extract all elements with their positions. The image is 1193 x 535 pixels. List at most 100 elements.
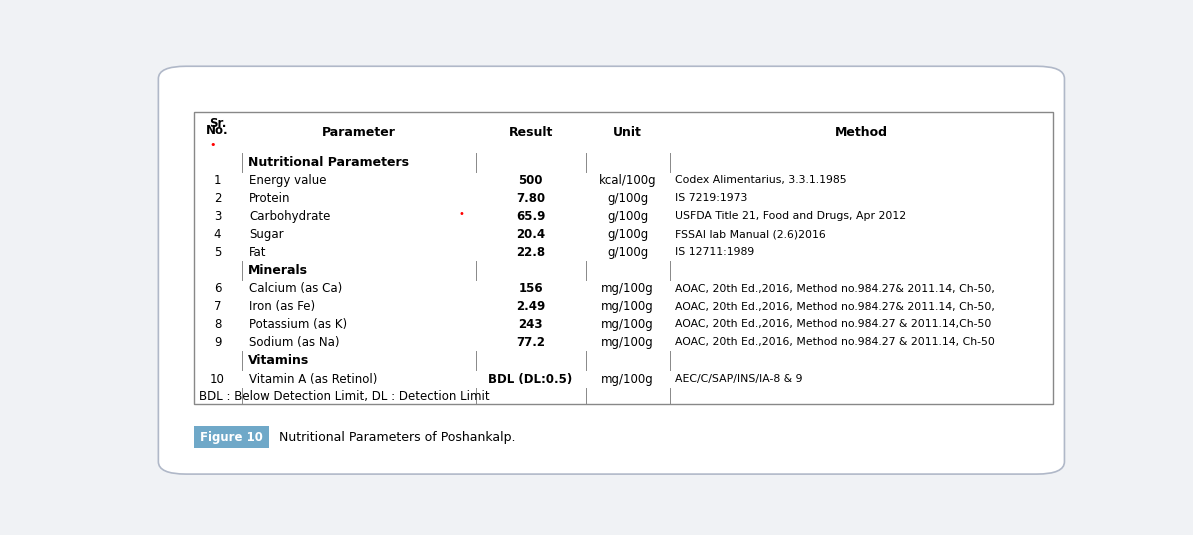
Bar	[669, 280, 1053, 297]
Bar	[476, 189, 586, 207]
Bar	[476, 243, 586, 261]
Bar	[476, 370, 586, 388]
Bar	[669, 225, 1053, 243]
Bar	[242, 189, 476, 207]
Text: 7: 7	[214, 300, 222, 313]
Text: g/100g: g/100g	[607, 192, 648, 205]
Text: mg/100g: mg/100g	[601, 372, 654, 386]
Bar	[586, 333, 669, 351]
Bar	[476, 297, 586, 316]
Text: Iron (as Fe): Iron (as Fe)	[249, 300, 315, 313]
Text: mg/100g: mg/100g	[601, 282, 654, 295]
Text: 500: 500	[518, 174, 543, 187]
Bar	[476, 333, 586, 351]
Text: 2.49: 2.49	[515, 300, 545, 313]
Bar	[669, 316, 1053, 333]
Bar	[193, 370, 242, 388]
Text: AOAC, 20th Ed.,2016, Method no.984.27& 2011.14, Ch-50,: AOAC, 20th Ed.,2016, Method no.984.27& 2…	[675, 284, 995, 294]
Bar	[242, 243, 476, 261]
Bar	[476, 172, 586, 189]
Text: Nutritional Parameters: Nutritional Parameters	[248, 156, 409, 169]
Text: Unit: Unit	[613, 126, 642, 139]
Text: BDL (DL:0.5): BDL (DL:0.5)	[488, 372, 573, 386]
Text: Codex Alimentarius, 3.3.1.1985: Codex Alimentarius, 3.3.1.1985	[675, 175, 847, 186]
Text: mg/100g: mg/100g	[601, 336, 654, 349]
Bar	[193, 225, 242, 243]
Bar	[586, 112, 669, 152]
Text: •: •	[210, 140, 216, 150]
Text: mg/100g: mg/100g	[601, 300, 654, 313]
Text: Sodium (as Na): Sodium (as Na)	[249, 336, 340, 349]
Bar	[586, 207, 669, 225]
Text: 5: 5	[214, 246, 221, 258]
Text: 65.9: 65.9	[515, 210, 545, 223]
Text: •: •	[458, 209, 464, 219]
Bar	[586, 370, 669, 388]
Bar	[193, 261, 1053, 280]
Text: Parameter: Parameter	[322, 126, 396, 139]
Bar	[193, 152, 1053, 172]
Bar	[586, 280, 669, 297]
Bar	[476, 207, 586, 225]
Bar	[193, 388, 1053, 404]
Bar	[242, 280, 476, 297]
Text: Potassium (as K): Potassium (as K)	[249, 318, 347, 331]
Text: IS 7219:1973: IS 7219:1973	[675, 193, 748, 203]
Text: 2: 2	[214, 192, 222, 205]
Text: AOAC, 20th Ed.,2016, Method no.984.27 & 2011.14, Ch-50: AOAC, 20th Ed.,2016, Method no.984.27 & …	[675, 338, 995, 347]
Bar	[242, 297, 476, 316]
Bar	[193, 316, 242, 333]
Text: Protein: Protein	[249, 192, 291, 205]
Bar	[193, 189, 242, 207]
Text: USFDA Title 21, Food and Drugs, Apr 2012: USFDA Title 21, Food and Drugs, Apr 2012	[675, 211, 907, 221]
Text: mg/100g: mg/100g	[601, 318, 654, 331]
Text: Minerals: Minerals	[248, 264, 308, 277]
Bar	[193, 112, 242, 152]
Text: 4: 4	[214, 227, 222, 241]
Text: g/100g: g/100g	[607, 227, 648, 241]
Bar	[193, 280, 242, 297]
Text: 8: 8	[214, 318, 221, 331]
Text: 9: 9	[214, 336, 222, 349]
Bar	[193, 243, 242, 261]
Text: kcal/100g: kcal/100g	[599, 174, 656, 187]
Bar	[193, 207, 242, 225]
Bar	[242, 225, 476, 243]
Text: Method: Method	[835, 126, 888, 139]
Bar	[669, 333, 1053, 351]
Bar	[669, 207, 1053, 225]
Text: Energy value: Energy value	[249, 174, 327, 187]
Text: 77.2: 77.2	[517, 336, 545, 349]
Bar	[193, 172, 242, 189]
Bar	[193, 333, 242, 351]
Text: IS 12711:1989: IS 12711:1989	[675, 247, 755, 257]
Bar	[242, 207, 476, 225]
Text: 3: 3	[214, 210, 221, 223]
Text: Result: Result	[508, 126, 552, 139]
Text: 10: 10	[210, 372, 225, 386]
FancyBboxPatch shape	[159, 66, 1064, 474]
Text: 1: 1	[214, 174, 222, 187]
Text: Carbohydrate: Carbohydrate	[249, 210, 330, 223]
Text: AOAC, 20th Ed.,2016, Method no.984.27 & 2011.14,Ch-50: AOAC, 20th Ed.,2016, Method no.984.27 & …	[675, 319, 991, 330]
Text: 20.4: 20.4	[517, 227, 545, 241]
Text: 6: 6	[214, 282, 222, 295]
Bar	[193, 426, 270, 448]
Text: Calcium (as Ca): Calcium (as Ca)	[249, 282, 342, 295]
Text: FSSAI lab Manual (2.6)2016: FSSAI lab Manual (2.6)2016	[675, 229, 827, 239]
Text: AOAC, 20th Ed.,2016, Method no.984.27& 2011.14, Ch-50,: AOAC, 20th Ed.,2016, Method no.984.27& 2…	[675, 302, 995, 311]
Bar	[242, 172, 476, 189]
Bar	[586, 225, 669, 243]
Bar	[669, 112, 1053, 152]
Text: Sr.: Sr.	[209, 117, 227, 131]
Text: Vitamin A (as Retinol): Vitamin A (as Retinol)	[249, 372, 377, 386]
Bar	[476, 280, 586, 297]
Text: 156: 156	[518, 282, 543, 295]
Bar	[669, 243, 1053, 261]
Text: Figure 10: Figure 10	[200, 431, 262, 444]
Bar	[669, 370, 1053, 388]
Text: Fat: Fat	[249, 246, 266, 258]
Bar	[586, 297, 669, 316]
Text: Nutritional Parameters of Poshankalp.: Nutritional Parameters of Poshankalp.	[279, 431, 515, 444]
Bar	[193, 297, 242, 316]
